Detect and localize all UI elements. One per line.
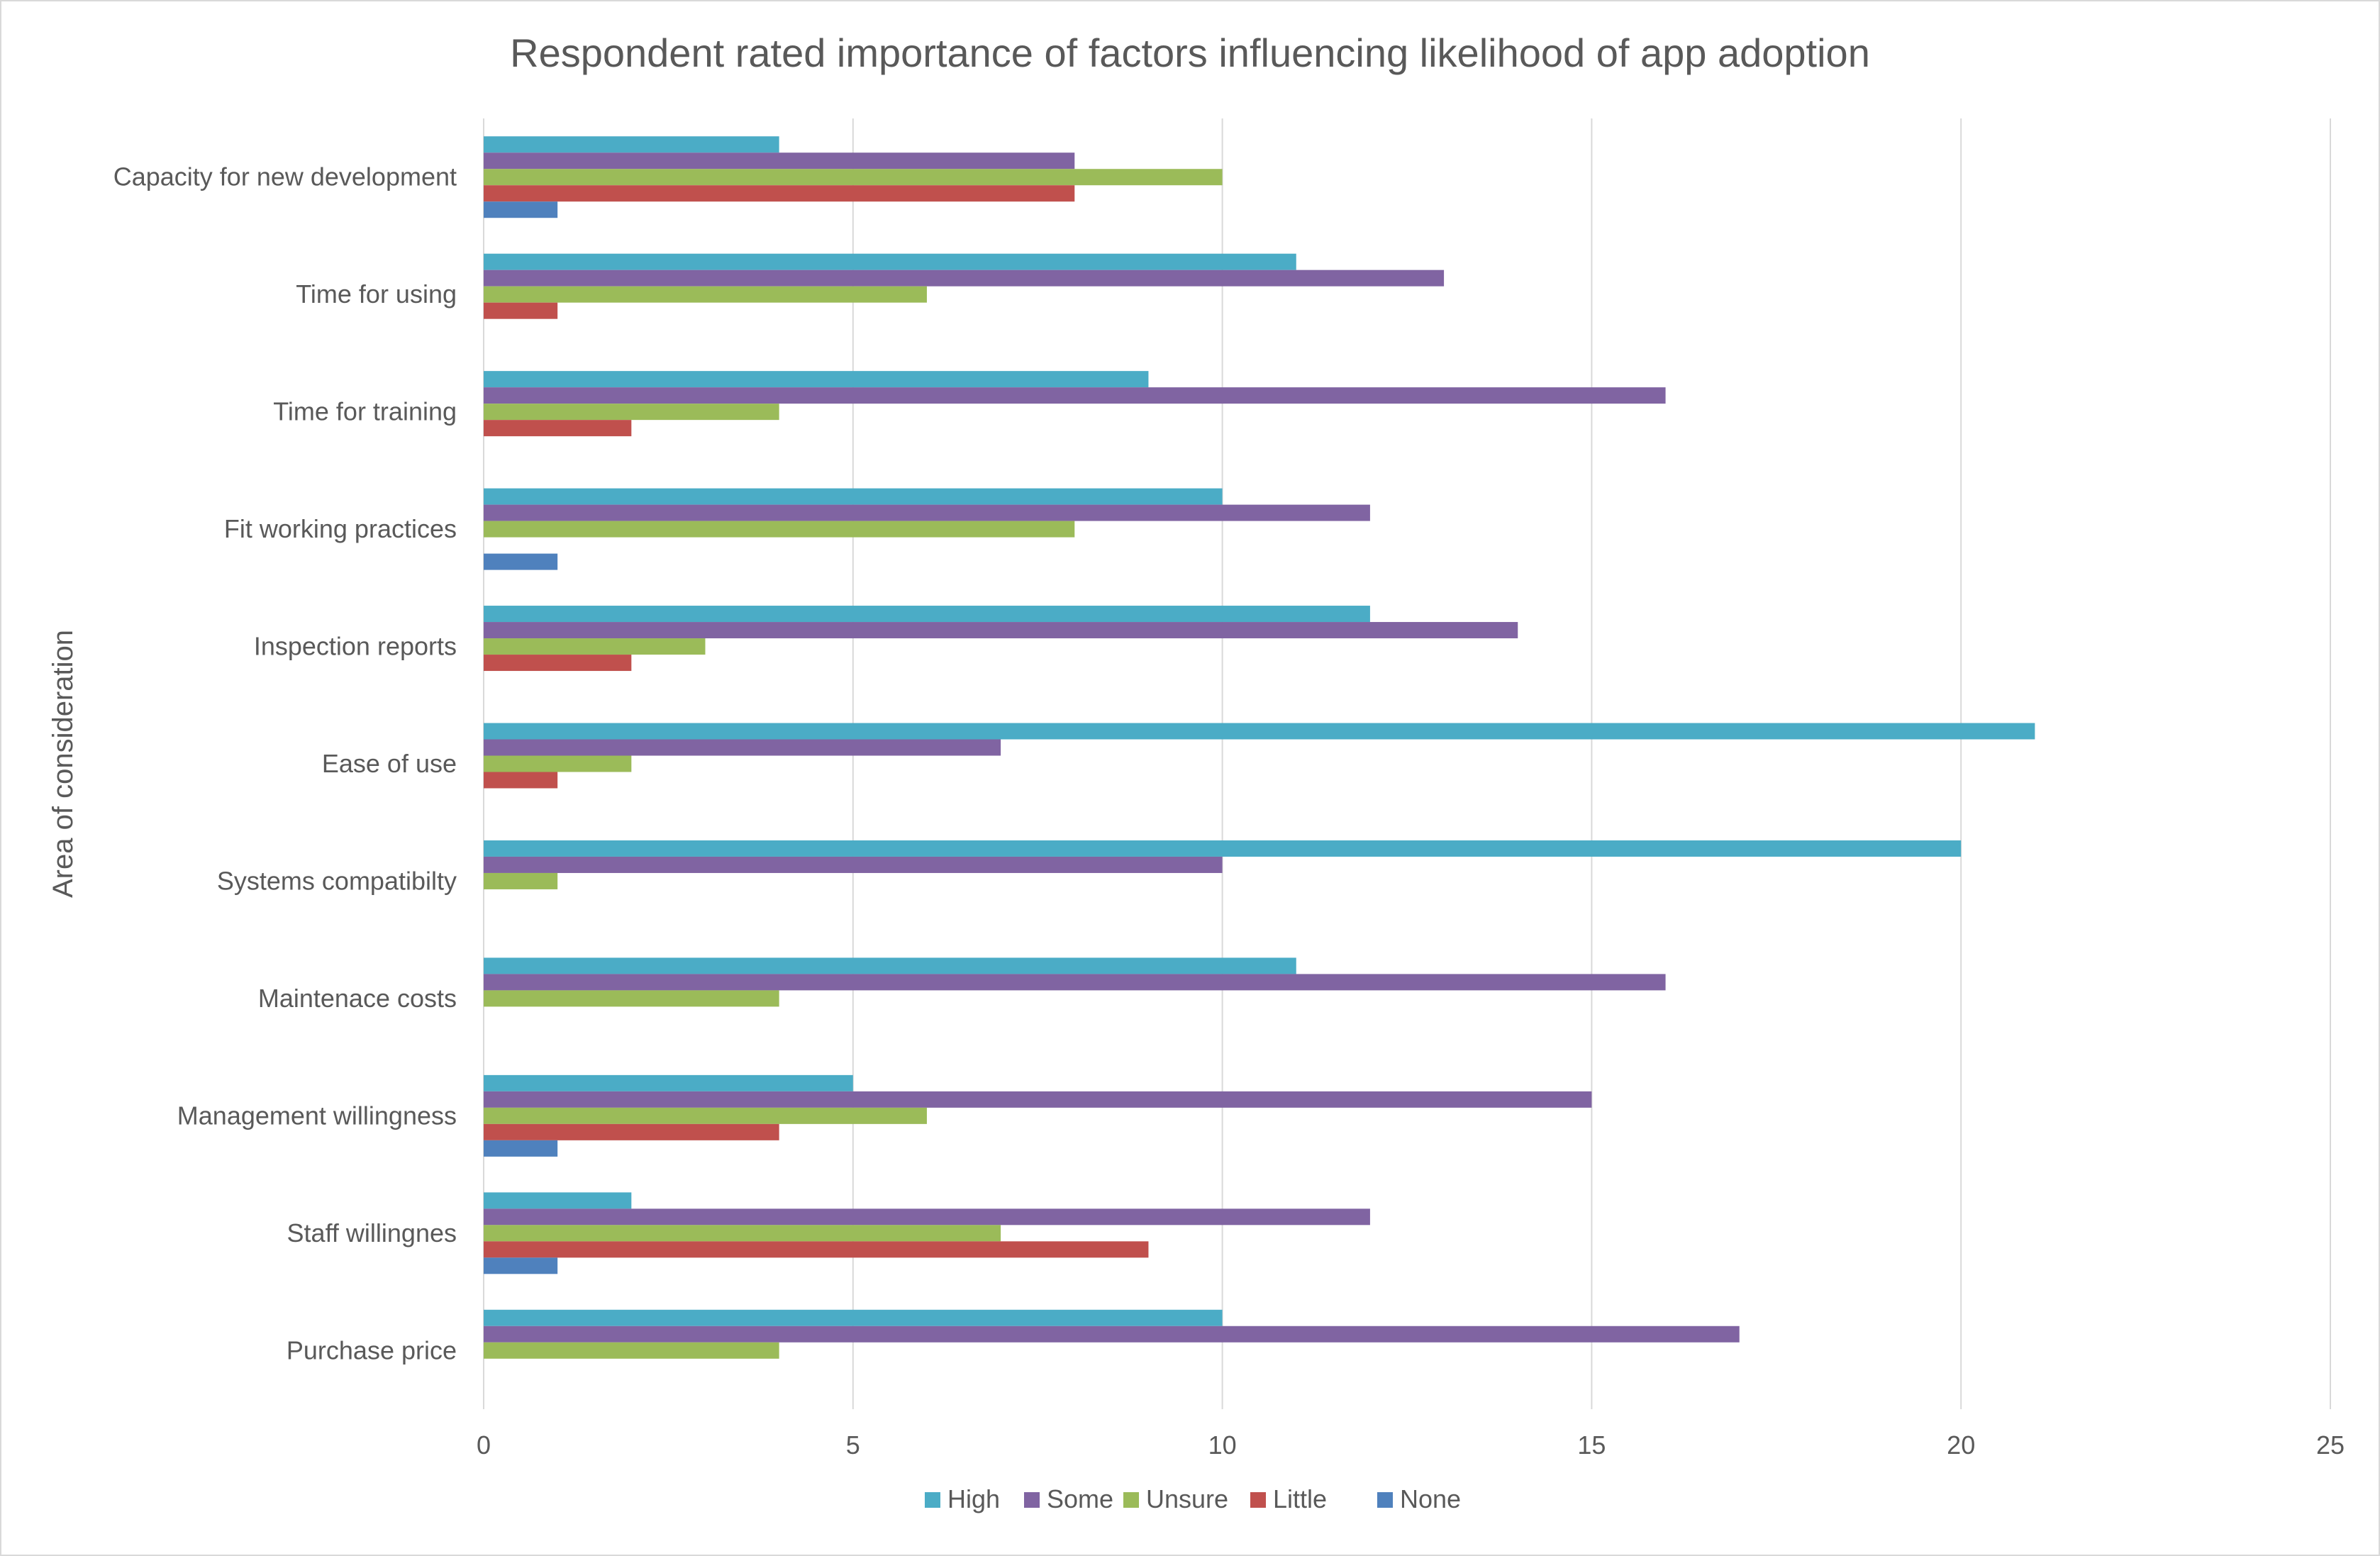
bar-little xyxy=(484,655,632,672)
bar-unsure xyxy=(484,990,779,1007)
x-tick-label: 0 xyxy=(477,1430,491,1460)
x-tick-labels: 0 5 10 15 20 25 xyxy=(477,1430,2345,1460)
bar-none xyxy=(484,553,558,570)
bar-some xyxy=(484,1091,1592,1108)
legend: High Some Unsure Little None xyxy=(925,1484,1461,1513)
category-label: Ease of use xyxy=(322,749,457,778)
bar-some xyxy=(484,622,1518,639)
bar-unsure xyxy=(484,638,706,655)
bar-unsure xyxy=(484,286,927,303)
legend-swatch xyxy=(1123,1492,1139,1508)
bar-none xyxy=(484,201,558,218)
legend-swatch xyxy=(1250,1492,1266,1508)
category-labels: Capacity for new development Time for usi… xyxy=(113,162,457,1365)
bar-high xyxy=(484,1192,632,1209)
bar-some xyxy=(484,504,1370,521)
bar-some xyxy=(484,739,1001,756)
legend-label: Some xyxy=(1047,1484,1113,1513)
bar-little xyxy=(484,772,558,789)
legend-item-high: High xyxy=(925,1484,1000,1513)
category-label: Fit working practices xyxy=(224,514,457,543)
bar-some xyxy=(484,387,1666,404)
bar-high xyxy=(484,723,2035,740)
x-tick-label: 25 xyxy=(2316,1430,2345,1460)
legend-swatch xyxy=(1024,1492,1040,1508)
bar-some xyxy=(484,1208,1370,1226)
bar-little xyxy=(484,185,1075,202)
category-label: Purchase price xyxy=(287,1335,457,1365)
legend-label: High xyxy=(947,1484,1000,1513)
bar-high xyxy=(484,371,1149,388)
bars xyxy=(484,136,2035,1359)
legend-label: None xyxy=(1400,1484,1461,1513)
category-label: Time for using xyxy=(296,279,457,309)
category-label: Management willingness xyxy=(177,1101,457,1130)
bar-unsure xyxy=(484,755,632,772)
x-tick-label: 20 xyxy=(1947,1430,1975,1460)
bar-some xyxy=(484,856,1223,873)
bar-little xyxy=(484,302,558,319)
legend-label: Little xyxy=(1273,1484,1327,1513)
bar-unsure xyxy=(484,169,1223,186)
legend-item-little: Little xyxy=(1250,1484,1327,1513)
legend-swatch xyxy=(1377,1492,1393,1508)
bar-high xyxy=(484,606,1370,623)
x-tick-label: 5 xyxy=(846,1430,860,1460)
bar-none xyxy=(484,1140,558,1157)
bar-unsure xyxy=(484,404,779,421)
bar-some xyxy=(484,152,1075,170)
bar-high xyxy=(484,136,779,153)
legend-item-none: None xyxy=(1377,1484,1461,1513)
bar-unsure xyxy=(484,872,558,889)
bar-some xyxy=(484,974,1666,991)
category-label: Capacity for new development xyxy=(113,162,457,191)
category-label: Maintenace costs xyxy=(258,984,457,1013)
legend-item-unsure: Unsure xyxy=(1123,1484,1228,1513)
bar-little xyxy=(484,420,632,437)
bar-unsure xyxy=(484,1107,927,1124)
bar-unsure xyxy=(484,1342,779,1359)
category-label: Systems compatibilty xyxy=(217,866,457,895)
chart-title: Respondent rated importance of factors i… xyxy=(510,30,1870,75)
x-tick-label: 15 xyxy=(1577,1430,1606,1460)
bar-some xyxy=(484,1326,1740,1343)
bar-none xyxy=(484,1257,558,1274)
bar-high xyxy=(484,840,1962,857)
legend-swatch xyxy=(925,1492,940,1508)
bar-high xyxy=(484,1309,1223,1326)
bar-unsure xyxy=(484,1225,1001,1242)
bar-some xyxy=(484,269,1445,287)
category-label: Inspection reports xyxy=(254,632,457,661)
category-label: Time for training xyxy=(273,397,457,426)
bar-little xyxy=(484,1241,1149,1258)
x-tick-label: 10 xyxy=(1208,1430,1237,1460)
bar-high xyxy=(484,957,1296,974)
gridlines xyxy=(483,118,2331,1409)
bar-high xyxy=(484,1074,853,1091)
bar-high xyxy=(484,488,1223,505)
category-label: Staff willingnes xyxy=(287,1218,457,1247)
legend-label: Unsure xyxy=(1146,1484,1228,1513)
bar-unsure xyxy=(484,521,1075,538)
y-axis-title: Area of consideration xyxy=(48,630,79,898)
bar-little xyxy=(484,1123,779,1140)
legend-item-some: Some xyxy=(1024,1484,1113,1513)
bar-high xyxy=(484,253,1296,270)
